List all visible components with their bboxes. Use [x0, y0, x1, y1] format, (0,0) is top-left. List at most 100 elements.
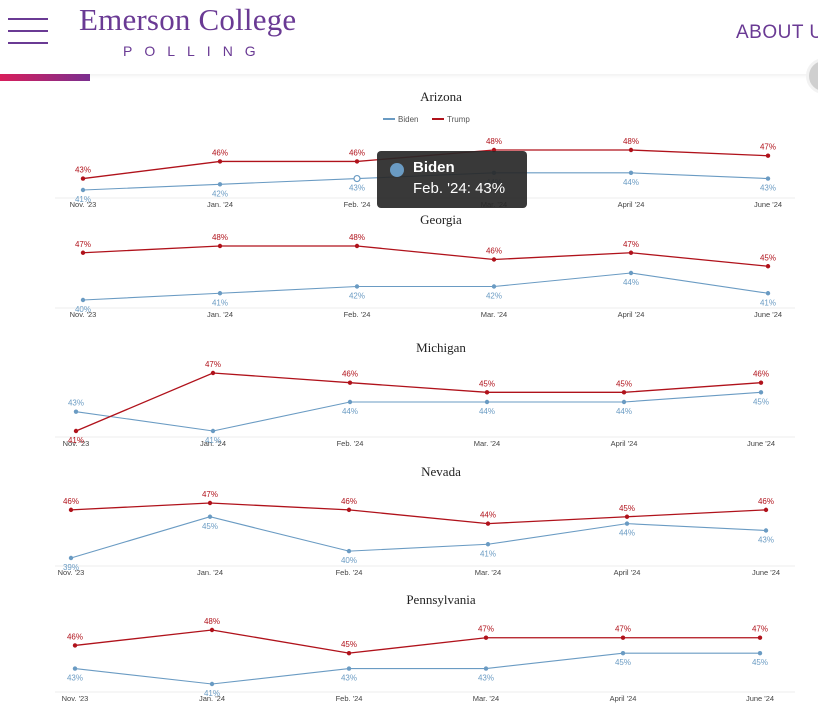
x-tick-label: Jan. '24 — [200, 439, 226, 448]
trump-point — [763, 507, 769, 513]
trump-point — [491, 257, 497, 262]
trump-point — [620, 635, 626, 640]
tooltip-series-dot — [390, 163, 404, 177]
biden-data-label: 43% — [68, 399, 84, 408]
trump-data-label: 47% — [75, 240, 91, 249]
trump-point — [346, 650, 352, 656]
trump-point — [483, 635, 489, 640]
biden-data-label: 43% — [758, 536, 774, 545]
hamburger-menu-icon[interactable] — [8, 16, 48, 46]
x-tick-label: June '24 — [754, 310, 782, 319]
trump-data-label: 45% — [760, 253, 776, 262]
biden-point — [765, 291, 771, 296]
biden-data-label: 41% — [480, 549, 496, 558]
trump-data-label: 48% — [623, 137, 639, 146]
chart-title: Arizona — [420, 89, 462, 104]
biden-point — [209, 681, 215, 687]
biden-point — [346, 548, 352, 554]
biden-series-line — [75, 391, 762, 432]
trump-point — [72, 643, 78, 648]
trump-data-label: 46% — [342, 370, 358, 379]
chart-title: Pennsylvania — [406, 592, 476, 607]
biden-data-label: 43% — [478, 674, 494, 683]
x-tick-label: Nov. '23 — [63, 439, 90, 448]
biden-point — [765, 176, 771, 181]
biden-data-label: 42% — [486, 292, 502, 301]
trump-data-label: 47% — [760, 143, 776, 152]
biden-point — [207, 514, 213, 519]
trump-point — [209, 627, 215, 633]
biden-point — [353, 174, 361, 183]
trump-data-label: 47% — [202, 490, 218, 499]
x-tick-label: June '24 — [754, 200, 782, 209]
nav-about-link[interactable]: ABOUT U — [736, 22, 818, 43]
biden-data-label: 41% — [204, 689, 220, 698]
x-tick-label: Feb. '24 — [336, 568, 363, 577]
trump-point — [628, 250, 634, 255]
accent-bar — [0, 74, 90, 81]
biden-point — [757, 650, 763, 656]
trump-data-label: 46% — [212, 148, 228, 157]
trump-data-label: 44% — [480, 511, 496, 520]
biden-point — [210, 428, 216, 434]
trump-data-label: 48% — [212, 233, 228, 242]
biden-point — [628, 270, 634, 276]
biden-point — [217, 182, 223, 187]
trump-point — [628, 147, 634, 153]
biden-data-label: 44% — [623, 278, 639, 287]
trump-point — [765, 153, 771, 158]
biden-point — [217, 291, 223, 296]
x-tick-label: June '24 — [746, 694, 774, 703]
biden-data-label: 41% — [205, 436, 221, 445]
x-tick-label: Feb. '24 — [337, 439, 364, 448]
biden-data-label: 45% — [752, 658, 768, 667]
site-header: Emerson College POLLING ABOUT U — [0, 0, 818, 74]
trump-data-label: 46% — [341, 497, 357, 506]
biden-point — [354, 284, 360, 289]
x-tick-label: Mar. '24 — [475, 568, 501, 577]
trump-data-label: 46% — [758, 497, 774, 506]
trump-point — [80, 176, 86, 181]
trump-data-label: 47% — [615, 625, 631, 634]
biden-point — [347, 399, 353, 405]
brand-logo-name[interactable]: Emerson College — [79, 2, 297, 37]
biden-point — [68, 555, 74, 561]
tooltip-value: Feb. '24: 43% — [413, 180, 506, 197]
trump-data-label: 46% — [753, 370, 769, 379]
biden-data-label: 45% — [202, 522, 218, 531]
biden-data-label: 44% — [623, 178, 639, 187]
trump-data-label: 46% — [486, 247, 502, 256]
x-tick-label: June '24 — [752, 568, 780, 577]
trump-data-label: 48% — [204, 617, 220, 626]
biden-data-label: 42% — [212, 189, 228, 198]
x-tick-label: Jan. '24 — [199, 694, 225, 703]
trump-point — [80, 250, 86, 255]
trump-series-line — [75, 372, 762, 432]
biden-point — [763, 528, 769, 533]
biden-data-label: 44% — [616, 407, 632, 416]
chart-tooltip: Biden Feb. '24: 43% — [377, 151, 527, 208]
x-tick-label: Feb. '24 — [344, 310, 371, 319]
biden-data-label: 42% — [349, 292, 365, 301]
trump-data-label: 47% — [478, 625, 494, 634]
trump-data-label: 48% — [486, 137, 502, 146]
biden-data-label: 40% — [341, 556, 357, 565]
x-tick-label: June '24 — [747, 439, 775, 448]
legend-biden-label: Biden — [398, 115, 418, 124]
x-tick-label: Feb. '24 — [336, 694, 363, 703]
x-tick-label: April '24 — [611, 439, 638, 448]
biden-data-label: 45% — [615, 658, 631, 667]
trump-point — [624, 514, 630, 519]
trump-series-line — [74, 629, 760, 654]
biden-point — [346, 666, 352, 671]
biden-point — [620, 650, 626, 656]
biden-series-line — [82, 272, 769, 301]
biden-point — [485, 542, 491, 547]
x-tick-label: April '24 — [610, 694, 637, 703]
biden-point — [484, 399, 490, 405]
trump-point — [765, 264, 771, 269]
trump-point — [207, 500, 213, 506]
biden-point — [628, 170, 634, 176]
biden-series-line — [74, 652, 760, 685]
